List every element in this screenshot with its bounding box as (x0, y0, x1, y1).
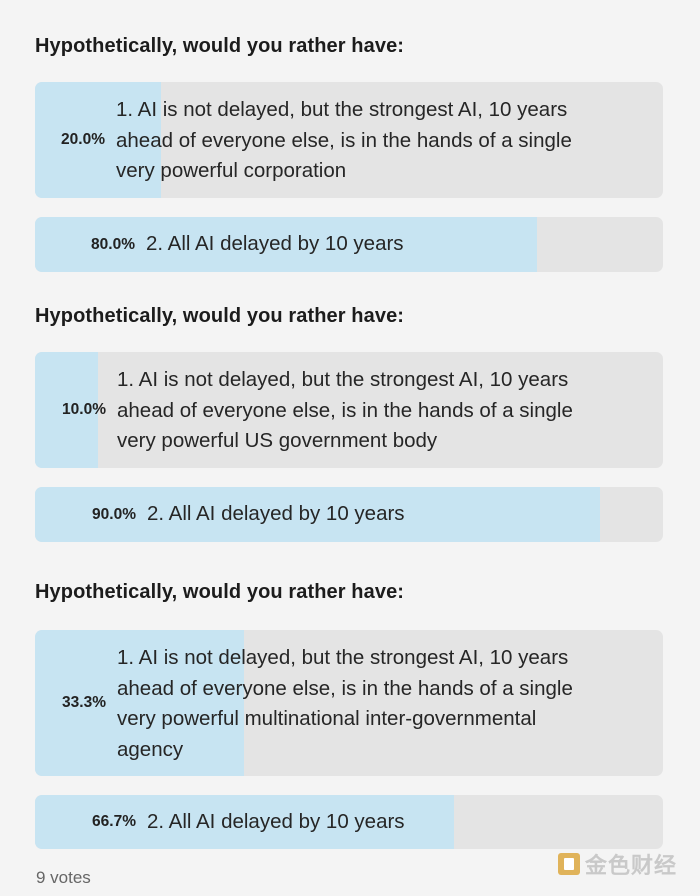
option-label: 2. All AI delayed by 10 years (147, 810, 405, 833)
result-bar (35, 217, 538, 272)
option-label: 2. All AI delayed by 10 years (147, 502, 405, 525)
poll-option[interactable]: 20.0% 1. AI is not delayed, but the stro… (35, 82, 663, 198)
poll-title: Hypothetically, would you rather have: (35, 35, 405, 57)
poll-option[interactable]: 90.0% 2. All AI delayed by 10 years (35, 487, 663, 542)
poll-3-options: 33.3% 1. AI is not delayed, but the stro… (35, 630, 663, 776)
poll-title: Hypothetically, would you rather have: (35, 581, 405, 603)
result-bar (35, 630, 245, 776)
percentage-label: 20.0% (61, 131, 105, 148)
result-bar (35, 82, 161, 198)
poll-2: Hypothetically, would you rather have: (35, 304, 663, 328)
vote-count: 9 votes (36, 868, 91, 887)
result-bar (35, 352, 98, 468)
option-label: 1. AI is not delayed, but the strongest … (117, 646, 573, 761)
result-bar (35, 487, 601, 542)
percentage-label: 10.0% (62, 401, 106, 418)
percentage-label: 80.0% (91, 235, 135, 253)
poll-1-options-2: 80.0% 2. All AI delayed by 10 years (35, 217, 663, 272)
poll-option[interactable]: 33.3% 1. AI is not delayed, but the stro… (35, 630, 663, 776)
watermark-text: 金色财经 (585, 853, 678, 878)
watermark: 金色财经 (558, 848, 677, 880)
percentage-label: 33.3% (62, 694, 106, 711)
poll-3: Hypothetically, would you rather have: (35, 580, 663, 604)
poll-title: Hypothetically, would you rather have: (35, 305, 405, 327)
poll-option[interactable]: 80.0% 2. All AI delayed by 10 years (35, 217, 663, 272)
poll-1: Hypothetically, would you rather have: (35, 34, 663, 58)
poll-1-options: 20.0% 1. AI is not delayed, but the stro… (35, 82, 663, 198)
poll-option[interactable]: 66.7% 2. All AI delayed by 10 years (35, 795, 663, 849)
percentage-label: 90.0% (92, 505, 136, 523)
brand-logo-icon (558, 853, 580, 875)
option-label: 1. AI is not delayed, but the strongest … (117, 368, 573, 452)
result-bar (35, 795, 454, 849)
option-label: 1. AI is not delayed, but the strongest … (116, 98, 572, 182)
percentage-label: 66.7% (92, 813, 136, 830)
poll-3-options-2: 66.7% 2. All AI delayed by 10 years (35, 795, 663, 849)
poll-option[interactable]: 10.0% 1. AI is not delayed, but the stro… (35, 352, 663, 468)
poll-2-options: 10.0% 1. AI is not delayed, but the stro… (35, 352, 663, 468)
option-label: 2. All AI delayed by 10 years (146, 232, 404, 255)
poll-2-options-2: 90.0% 2. All AI delayed by 10 years (35, 487, 663, 542)
